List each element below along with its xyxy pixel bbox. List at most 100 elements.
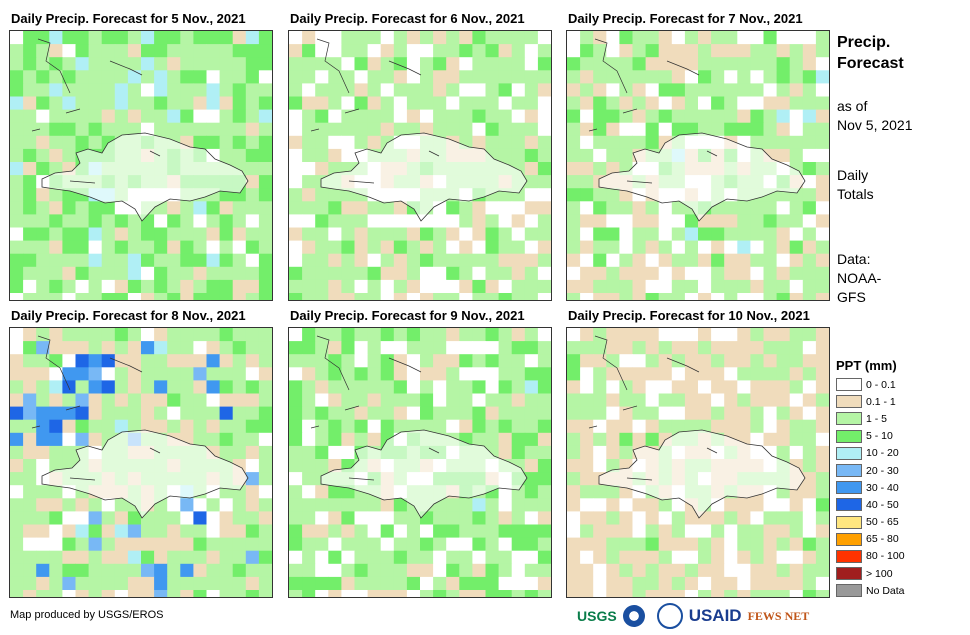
grid-cell [341, 201, 355, 215]
grid-cell [367, 524, 382, 539]
grid-cell [433, 511, 447, 525]
grid-cell [232, 328, 247, 342]
grid-cell [393, 563, 408, 578]
grid-cell [180, 576, 194, 591]
grid-cell [341, 419, 355, 434]
grid-cell [315, 253, 329, 268]
grid-cell [354, 537, 369, 552]
grid-cell [472, 511, 486, 525]
grid-cell [289, 380, 303, 394]
grid-cell [75, 96, 90, 111]
grid-cell [684, 240, 699, 255]
grid-cell [606, 393, 620, 408]
grid-cell [180, 367, 194, 381]
grid-cell [219, 148, 234, 163]
data-source-1: NOAA- [837, 270, 882, 286]
grid-cell [328, 57, 342, 71]
grid-cell [537, 279, 551, 294]
grid-cell [580, 341, 594, 355]
grid-cell [289, 96, 303, 111]
grid-cell [23, 44, 37, 58]
grid-cell [206, 354, 221, 368]
grid-cell [593, 83, 607, 97]
grid-cell [406, 57, 421, 71]
grid-cell [341, 563, 355, 578]
grid-cell [393, 83, 408, 97]
grid-cell [154, 109, 168, 124]
grid-cell [711, 70, 725, 84]
grid-cell [632, 31, 647, 45]
grid-cell [815, 175, 829, 189]
grid-cell [393, 293, 408, 300]
grid-cell [537, 432, 551, 447]
grid-cell [49, 266, 63, 281]
grid-cell [23, 214, 37, 228]
grid-cell [711, 266, 725, 281]
grid-cell [23, 253, 37, 268]
grid-cell [36, 445, 50, 460]
legend-swatch [836, 532, 862, 546]
grid-cell [567, 550, 581, 565]
grid-cell [511, 44, 526, 58]
grid-cell [750, 83, 764, 97]
grid-cell [393, 253, 408, 268]
grid-cell [193, 341, 207, 355]
grid-cell [789, 253, 804, 268]
grid-cell [206, 31, 221, 45]
grid-cell [511, 367, 526, 381]
grid-cell [23, 83, 37, 97]
grid-cell [141, 550, 155, 565]
grid-cell [763, 31, 778, 45]
grid-cell [62, 70, 76, 84]
grid-cell [289, 511, 303, 525]
grid-cell [593, 537, 607, 552]
grid-cell [154, 70, 168, 84]
grid-cell [206, 253, 221, 268]
grid-cell [232, 393, 247, 408]
grid-cell [23, 354, 37, 368]
grid-cell [49, 44, 63, 58]
grid-cell [485, 31, 500, 45]
grid-cell [511, 253, 526, 268]
grid-cell [88, 328, 103, 342]
grid-cell [380, 367, 395, 381]
grid-cell [193, 550, 207, 565]
grid-cell [245, 227, 260, 242]
grid-cell [711, 393, 725, 408]
grid-cell [114, 328, 129, 342]
coastline-islands [588, 38, 700, 132]
grid-cell [245, 524, 260, 539]
grid-cell [537, 214, 551, 228]
grid-cell [776, 524, 791, 539]
grid-cell [593, 227, 607, 242]
grid-cell [446, 227, 460, 242]
grid-cell [341, 83, 355, 97]
grid-cell [619, 44, 633, 58]
grid-cell [776, 83, 791, 97]
grid-cell [537, 354, 551, 368]
grid-cell [750, 293, 764, 300]
grid-cell [88, 266, 103, 281]
grid-cell [724, 279, 738, 294]
grid-cell [219, 550, 234, 565]
grid-cell [232, 380, 247, 394]
grid-cell [485, 135, 500, 150]
grid-cell [232, 83, 247, 97]
grid-cell [315, 148, 329, 163]
grid-cell [315, 419, 329, 434]
grid-cell [101, 328, 116, 342]
grid-cell [127, 537, 142, 552]
grid-cell [114, 563, 129, 578]
grid-cell [645, 227, 660, 242]
grid-cell [671, 524, 686, 539]
grid-cell [245, 380, 260, 394]
grid-cell [193, 83, 207, 97]
grid-cell [763, 524, 778, 539]
grid-cell [671, 214, 686, 228]
grid-cell [354, 511, 369, 525]
grid-cell [354, 498, 369, 512]
grid-cell [524, 459, 539, 473]
grid-cell [315, 485, 329, 499]
grid-cell [724, 393, 738, 408]
grid-cell [698, 240, 712, 255]
